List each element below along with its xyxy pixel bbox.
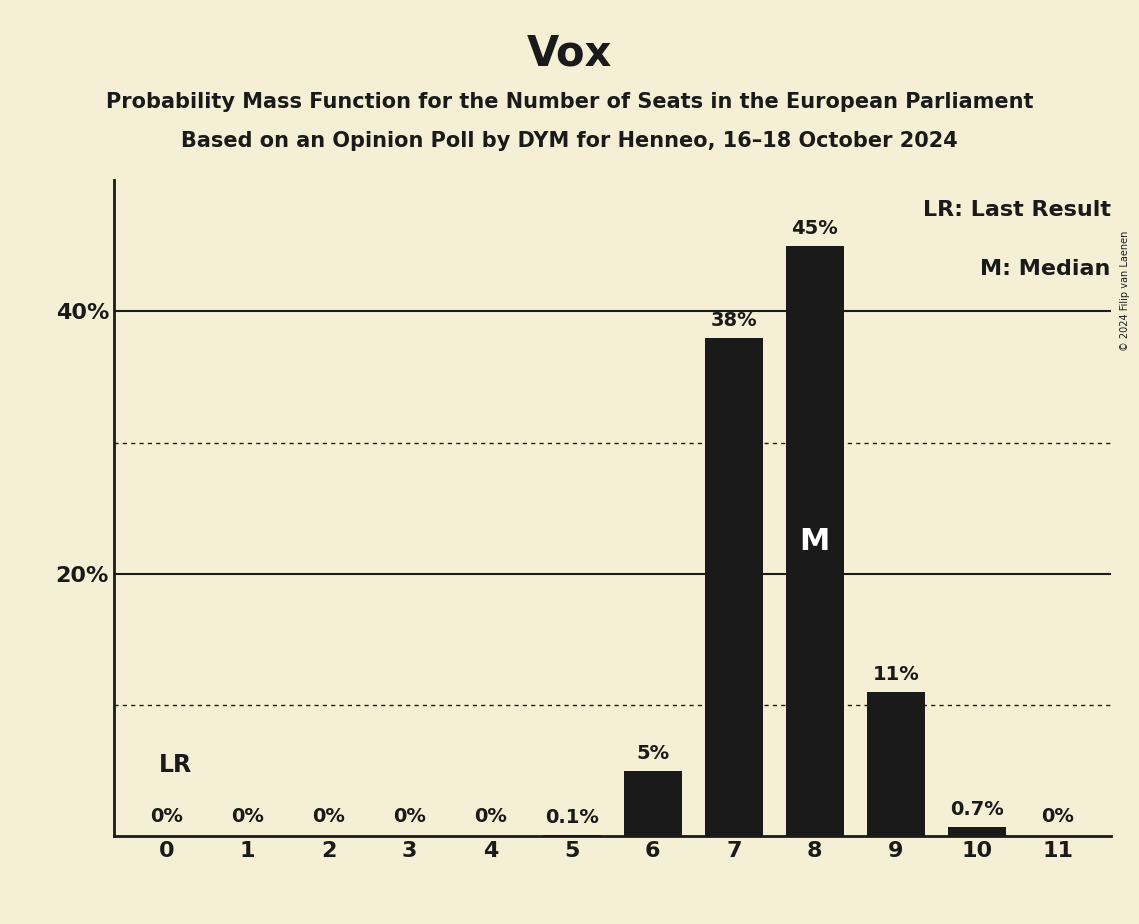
Text: 0.1%: 0.1% — [544, 808, 599, 827]
Bar — [867, 692, 925, 836]
Bar — [623, 771, 682, 836]
Text: Probability Mass Function for the Number of Seats in the European Parliament: Probability Mass Function for the Number… — [106, 92, 1033, 113]
Bar — [786, 246, 844, 836]
Text: 0.7%: 0.7% — [950, 800, 1003, 820]
Text: 0%: 0% — [474, 807, 507, 826]
Text: 11%: 11% — [872, 665, 919, 684]
Text: 0%: 0% — [231, 807, 264, 826]
Text: Vox: Vox — [527, 32, 612, 74]
Text: 0%: 0% — [1041, 807, 1074, 826]
Bar — [948, 827, 1006, 836]
Text: 45%: 45% — [792, 219, 838, 237]
Text: 5%: 5% — [637, 744, 670, 762]
Text: LR: Last Result: LR: Last Result — [923, 200, 1111, 220]
Text: Based on an Opinion Poll by DYM for Henneo, 16–18 October 2024: Based on an Opinion Poll by DYM for Henn… — [181, 131, 958, 152]
Text: 0%: 0% — [393, 807, 426, 826]
Text: 0%: 0% — [312, 807, 345, 826]
Bar — [542, 835, 601, 836]
Text: 38%: 38% — [711, 310, 757, 330]
Text: LR: LR — [158, 753, 191, 777]
Text: 0%: 0% — [150, 807, 183, 826]
Text: © 2024 Filip van Laenen: © 2024 Filip van Laenen — [1120, 231, 1130, 351]
Bar — [705, 337, 763, 836]
Text: M: Median: M: Median — [981, 259, 1111, 279]
Text: M: M — [800, 527, 830, 555]
